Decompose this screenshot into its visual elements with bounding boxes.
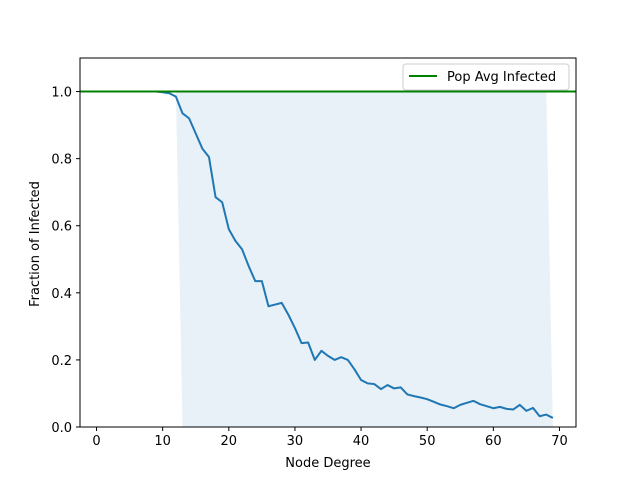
x-tick-label: 40: [353, 434, 370, 449]
axes-frame: [79, 57, 577, 428]
legend-box: [402, 63, 570, 91]
x-tick-label: 0: [92, 434, 100, 449]
x-tick-label: 20: [221, 434, 238, 449]
x-tick-label: 60: [485, 434, 502, 449]
legend-label: Pop Avg Infected: [447, 70, 556, 85]
y-tick-label: 0.4: [51, 287, 72, 302]
confidence-band: [103, 91, 553, 427]
x-tick-label: 30: [287, 434, 304, 449]
x-tick-label: 50: [419, 434, 436, 449]
y-tick-label: 0.6: [51, 220, 72, 235]
axes: 0 10 20 30 40 50 60 70 0.0 0.2 0.4 0.6 0.8 1.0: [51, 57, 577, 449]
plot-area: [80, 90, 576, 427]
y-axis-label: Fraction of Infected: [28, 181, 43, 307]
y-tick-label: 0.8: [51, 153, 72, 168]
x-axis-label: Node Degree: [285, 456, 370, 471]
x-tick-label: 10: [154, 434, 171, 449]
x-tick-label: 70: [551, 434, 568, 449]
legend: Pop Avg Infected: [402, 63, 570, 91]
y-tick-label: 0.0: [51, 421, 72, 436]
y-tick-label: 1.0: [51, 86, 72, 101]
series-line: [103, 90, 554, 419]
y-tick-label: 0.2: [51, 354, 72, 369]
